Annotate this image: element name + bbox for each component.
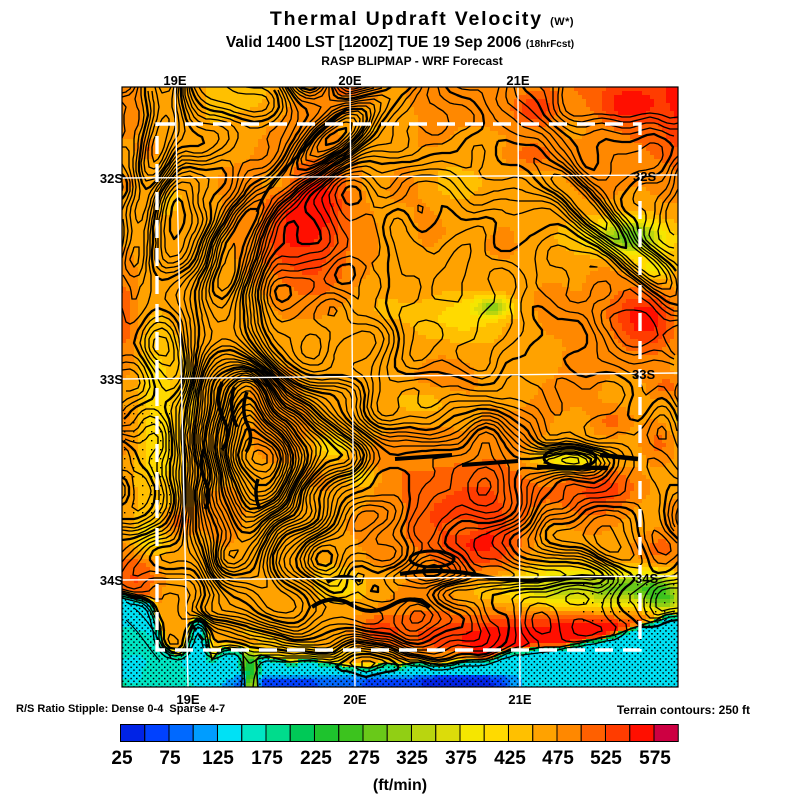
svg-text:225: 225	[300, 748, 332, 769]
svg-text:25: 25	[111, 748, 133, 769]
svg-text:21E: 21E	[506, 73, 529, 88]
svg-text:525: 525	[590, 748, 622, 769]
svg-text:125: 125	[202, 748, 234, 769]
svg-text:34S: 34S	[635, 571, 658, 586]
svg-text:19E: 19E	[163, 73, 186, 88]
svg-text:475: 475	[542, 748, 574, 769]
svg-text:575: 575	[639, 748, 671, 769]
svg-text:32S: 32S	[100, 171, 123, 186]
svg-text:(ft/min): (ft/min)	[373, 777, 427, 794]
svg-text:34S: 34S	[100, 573, 123, 588]
svg-text:275: 275	[348, 748, 380, 769]
svg-text:Valid 1400 LST [1200Z] TUE 19: Valid 1400 LST [1200Z] TUE 19 Sep 2006 (…	[226, 34, 574, 51]
svg-text:Thermal Updraft Velocity (W*): Thermal Updraft Velocity (W*)	[270, 8, 574, 30]
svg-text:33S: 33S	[100, 372, 123, 387]
svg-text:R/S Ratio Stipple: Dense 0-4: R/S Ratio Stipple: Dense 0-4 Sparse 4-7	[16, 703, 225, 715]
svg-text:175: 175	[251, 748, 283, 769]
svg-text:32S: 32S	[633, 169, 656, 184]
svg-text:21E: 21E	[508, 692, 531, 707]
svg-text:33S: 33S	[632, 367, 655, 382]
svg-text:325: 325	[396, 748, 428, 769]
svg-text:375: 375	[445, 748, 477, 769]
svg-text:20E: 20E	[343, 692, 366, 707]
svg-text:425: 425	[494, 748, 526, 769]
svg-text:75: 75	[159, 748, 181, 769]
svg-text:RASP BLIPMAP - WRF Forecast: RASP BLIPMAP - WRF Forecast	[321, 54, 503, 68]
svg-text:19E: 19E	[176, 692, 199, 707]
svg-text:20E: 20E	[338, 73, 361, 88]
svg-text:Terrain contours: 250 ft: Terrain contours: 250 ft	[617, 703, 750, 717]
